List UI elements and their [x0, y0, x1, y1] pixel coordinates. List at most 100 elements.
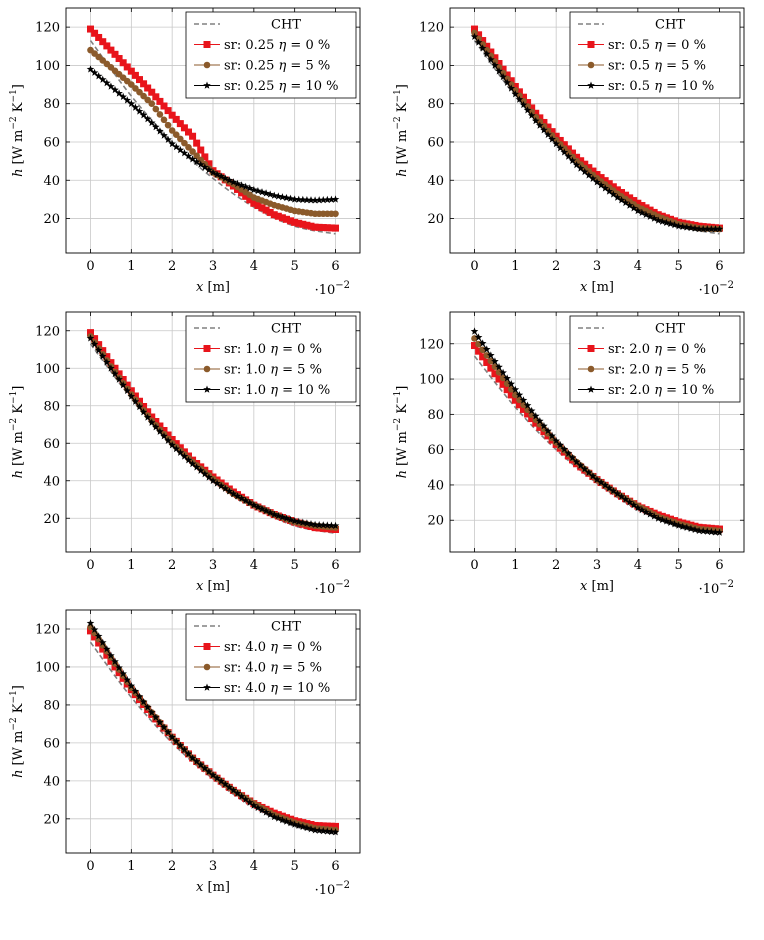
- y-tick-label: 80: [43, 97, 60, 112]
- data-point: [605, 484, 614, 492]
- data-point: [515, 95, 524, 103]
- legend-label: sr: 0.5 η = 10 %: [608, 79, 714, 94]
- data-point: [511, 90, 520, 98]
- legend-label: sr: 2.0 η = 10 %: [608, 383, 714, 398]
- data-point: [192, 463, 201, 471]
- series-line: [89, 40, 336, 235]
- data-point: [311, 196, 319, 204]
- data-point: [573, 153, 581, 161]
- data-point: [189, 148, 196, 155]
- plot-area: [470, 25, 724, 235]
- data-point: [278, 815, 287, 824]
- data-point: [270, 812, 279, 821]
- data-point: [98, 352, 107, 360]
- data-point: [519, 100, 528, 109]
- data-point: [609, 190, 618, 198]
- data-point: [115, 663, 123, 671]
- data-point: [103, 645, 111, 653]
- data-point: [196, 466, 205, 474]
- data-point: [303, 195, 311, 204]
- x-axis-multiplier: ·10−2: [699, 280, 734, 298]
- data-point: [115, 55, 123, 63]
- data-point: [299, 518, 307, 526]
- data-point: [111, 663, 119, 671]
- legend-marker: [587, 365, 595, 373]
- data-point: [658, 217, 667, 225]
- series-cht: [473, 355, 720, 536]
- data-point: [556, 441, 565, 449]
- legend-marker: [203, 81, 211, 89]
- data-point: [323, 822, 331, 830]
- data-point: [140, 80, 148, 88]
- data-point: [250, 199, 258, 207]
- data-point: [560, 445, 569, 453]
- data-point: [495, 60, 503, 68]
- x-tick-label: 0: [470, 558, 478, 573]
- data-point: [176, 146, 185, 154]
- data-point: [532, 419, 540, 427]
- data-point: [658, 515, 667, 524]
- series-cht: [89, 343, 336, 535]
- data-point: [135, 107, 144, 115]
- data-point: [119, 381, 127, 389]
- data-point: [332, 210, 339, 218]
- data-point: [95, 639, 103, 647]
- data-point: [205, 473, 213, 481]
- data-point: [670, 520, 679, 528]
- plot-area: [86, 619, 340, 836]
- data-point: [589, 472, 597, 480]
- x-tick-label: 0: [86, 259, 94, 274]
- data-point: [315, 826, 323, 834]
- data-point: [581, 160, 589, 168]
- axes-frame: [65, 609, 361, 854]
- data-point: [625, 498, 634, 506]
- data-point: [172, 444, 181, 453]
- x-tick-label: 6: [715, 259, 723, 274]
- data-point: [131, 397, 140, 405]
- x-tick-label: 5: [675, 558, 683, 573]
- data-point: [254, 186, 262, 195]
- data-point: [670, 221, 679, 229]
- y-tick-label: 100: [419, 59, 444, 74]
- y-axis-label: h[W m−2 K−1]: [9, 685, 26, 778]
- y-axis-label: h[W m−2 K−1]: [393, 84, 410, 177]
- y-tick-label: 80: [43, 698, 60, 713]
- data-point: [172, 142, 181, 151]
- data-point: [98, 638, 107, 646]
- legend-entry: sr: 4.0 η = 0 %: [194, 640, 322, 655]
- legend-label: CHT: [271, 620, 301, 635]
- data-point: [540, 422, 548, 430]
- chart-panel-2: 0 1 2 3 4 5 6 20 40 60 80 100 120 x [m] ·10−2 h[W m−2 K…: [393, 7, 745, 298]
- data-point: [491, 357, 499, 365]
- data-point: [135, 692, 144, 700]
- data-point: [86, 65, 95, 73]
- data-point: [613, 186, 621, 194]
- data-point: [225, 487, 234, 495]
- legend-entry: CHT: [194, 322, 301, 337]
- data-point: [507, 385, 515, 393]
- data-point: [323, 827, 332, 835]
- data-point: [527, 406, 536, 415]
- x-tick-label: 2: [552, 259, 560, 274]
- data-point: [91, 335, 99, 343]
- legend-label: CHT: [271, 322, 301, 337]
- data-point: [156, 127, 164, 135]
- data-point: [523, 106, 532, 114]
- data-point: [290, 820, 299, 828]
- data-point: [323, 521, 332, 529]
- x-tick-label: 5: [291, 558, 299, 573]
- x-axis-label: x [m]: [196, 579, 230, 594]
- data-point: [99, 38, 107, 46]
- data-point: [711, 528, 720, 536]
- x-axis-label: x [m]: [196, 280, 230, 295]
- data-point: [471, 342, 478, 350]
- data-point: [703, 527, 712, 535]
- legend-entry: sr: 0.5 η = 5 %: [578, 59, 706, 74]
- x-axis-multiplier: ·10−2: [315, 880, 350, 898]
- data-point: [91, 29, 99, 37]
- data-point: [331, 828, 340, 836]
- data-point: [568, 453, 577, 461]
- data-point: [181, 139, 188, 147]
- data-point: [172, 737, 181, 745]
- x-tick-label: 1: [127, 558, 135, 573]
